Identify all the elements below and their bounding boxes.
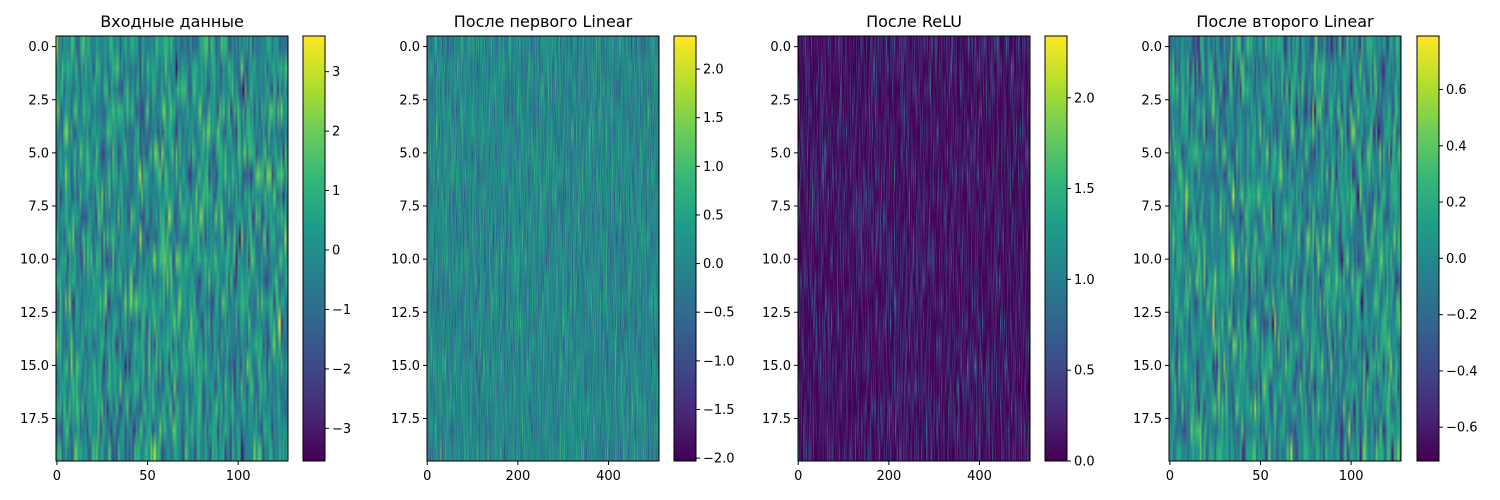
colorbar-tick-label: 1.5 [1074,182,1095,197]
colorbar-tick-label: −0.5 [703,306,735,321]
colorbar-tick-label: 1.5 [703,111,724,126]
x-tick-label: 200 [876,469,901,484]
colorbar-tick-label: 2.0 [1074,91,1095,106]
colorbar-tick-label: 0 [332,243,340,258]
colorbar [674,36,696,461]
colorbar-tick-label: 1.0 [1074,273,1095,288]
y-tick-label: 2.5 [1141,93,1162,108]
y-tick-label: 7.5 [28,200,49,215]
y-tick-label: 0.0 [28,40,49,55]
y-tick-label: 7.5 [399,200,420,215]
y-tick-label: 7.5 [1141,200,1162,215]
panel-title: Входные данные [100,12,244,31]
y-tick-label: 17.5 [20,412,49,427]
colorbar-tick-label: 0.2 [1446,196,1467,211]
y-tick-label: 0.0 [770,40,791,55]
y-tick-label: 12.5 [762,306,791,321]
colorbar-tick-label: −1 [332,303,351,318]
y-tick-label: 10.0 [1133,253,1162,268]
colorbar-tick-label: 0.0 [1446,252,1467,267]
y-tick-label: 10.0 [391,253,420,268]
x-tick-label: 0 [53,469,61,484]
axes-frame [1168,35,1402,462]
x-tick-label: 0 [1166,469,1174,484]
colorbar-tick-label: −1.0 [703,354,735,369]
colorbar-tick-label: 1 [332,184,340,199]
y-tick-label: 5.0 [770,146,791,161]
x-tick-label: 0 [423,469,431,484]
y-tick-label: 15.0 [391,359,420,374]
colorbar-tick-label: −2.0 [703,452,735,467]
colorbar [303,36,325,461]
heatmap-image [427,36,659,461]
colorbar-tick-label: 1.0 [703,160,724,175]
panel-title: После второго Linear [1196,12,1374,31]
y-tick-label: 2.5 [399,93,420,108]
y-tick-label: 2.5 [28,93,49,108]
colorbar-tick-label: 0.0 [703,257,724,272]
x-tick-label: 400 [967,469,992,484]
y-tick-label: 12.5 [20,306,49,321]
colorbar-frame [673,35,697,462]
y-tick-label: 10.0 [762,253,791,268]
colorbar-tick-label: 3 [332,65,340,80]
x-tick-label: 0 [794,469,802,484]
colorbar-tick-label: −3 [332,422,351,437]
y-tick-label: 7.5 [770,200,791,215]
colorbar-tick-label: −0.2 [1446,308,1478,323]
x-tick-label: 400 [596,469,621,484]
y-tick-label: 15.0 [20,359,49,374]
y-tick-label: 17.5 [391,412,420,427]
y-tick-label: 5.0 [399,146,420,161]
x-tick-label: 50 [1252,469,1269,484]
y-tick-label: 12.5 [1133,306,1162,321]
colorbar-tick-label: −0.6 [1446,421,1478,436]
colorbar-tick-label: 0.0 [1074,455,1095,470]
y-tick-label: 12.5 [391,306,420,321]
colorbar-tick-label: 2.0 [703,63,724,78]
heatmap-image [1169,36,1401,461]
colorbar-tick-label: 0.4 [1446,139,1467,154]
colorbar-tick-label: 0.5 [1074,364,1095,379]
colorbar-frame [302,35,326,462]
y-tick-label: 15.0 [762,359,791,374]
colorbar-tick-label: −2 [332,362,351,377]
axes-frame [426,35,660,462]
colorbar [1045,36,1067,461]
y-tick-label: 15.0 [1133,359,1162,374]
panel-title: После первого Linear [453,12,633,31]
heatmap-image [798,36,1030,461]
y-tick-label: 5.0 [28,146,49,161]
colorbar-tick-label: 0.6 [1446,83,1467,98]
colorbar-tick-label: 2 [332,125,340,140]
y-tick-label: 2.5 [770,93,791,108]
x-tick-label: 50 [139,469,156,484]
colorbar-tick-label: −1.5 [703,403,735,418]
y-tick-label: 5.0 [1141,146,1162,161]
y-tick-label: 17.5 [1133,412,1162,427]
x-tick-label: 100 [1339,469,1364,484]
colorbar-tick-label: 0.5 [703,208,724,223]
y-tick-label: 0.0 [1141,40,1162,55]
axes-frame [797,35,1031,462]
colorbar-frame [1044,35,1068,462]
colorbar [1417,36,1439,461]
x-tick-label: 200 [505,469,530,484]
axes-frame [55,35,289,462]
y-tick-label: 0.0 [399,40,420,55]
panel-title: После ReLU [866,12,962,31]
heatmap-image [56,36,288,461]
colorbar-frame [1416,35,1440,462]
colorbar-tick-label: −0.4 [1446,364,1478,379]
y-tick-label: 10.0 [20,253,49,268]
y-tick-label: 17.5 [762,412,791,427]
x-tick-label: 100 [226,469,251,484]
